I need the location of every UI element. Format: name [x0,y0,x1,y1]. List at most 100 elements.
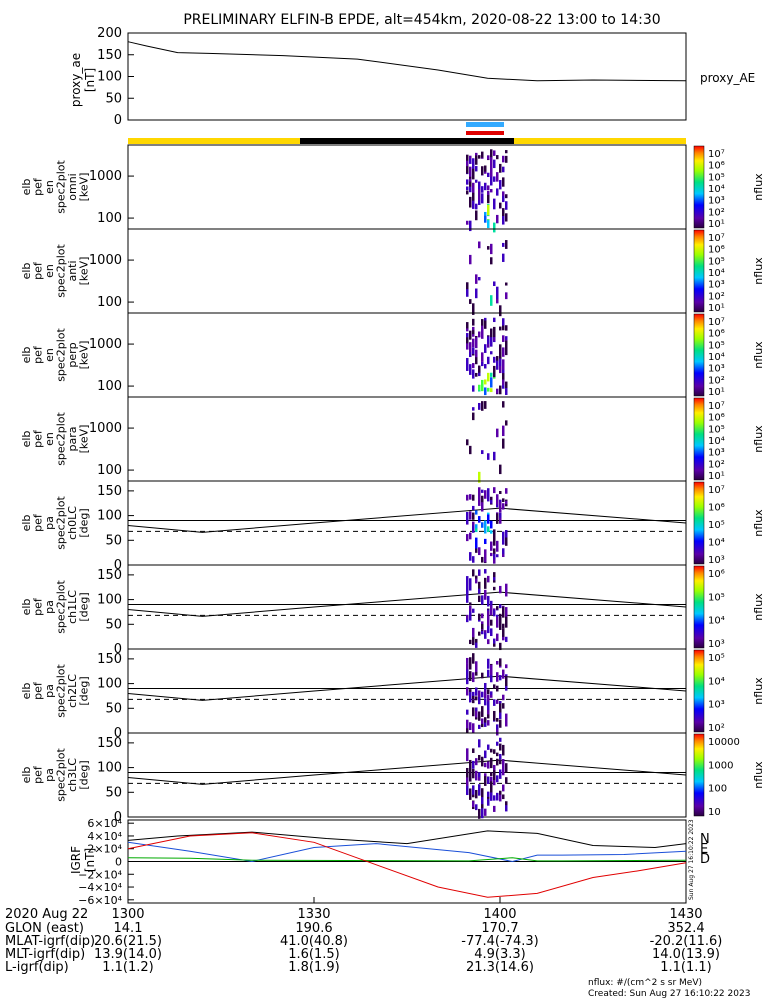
panel-ylabel-line: ch0LC [66,506,79,540]
spectrogram-cell [487,356,490,365]
spectrogram-cell [499,202,502,209]
spectrogram-cell [478,581,481,591]
colorbar-tick-label: 10¹ [708,219,725,230]
spectrogram-cell [484,215,487,223]
spectrogram-cell [481,556,484,563]
spectrogram-cell [490,691,493,695]
spectrogram-cell [499,642,502,651]
panel-frame [127,228,687,314]
panel-frame [127,144,687,230]
spectrogram-cell [481,166,484,176]
spectrogram-cell [493,281,496,287]
spectrogram-cell [469,299,472,304]
spectrogram-cell [472,182,475,193]
spectrogram-cell [478,498,481,506]
spectrogram-cell [469,494,472,500]
spectrogram-cell [472,522,475,531]
spectrogram-cell [475,510,478,515]
spectrogram-cell [472,494,475,501]
spectrogram-cell [505,381,508,388]
spectrogram-cell [487,797,490,806]
spectrogram-cell [466,776,469,788]
spectrogram-cell [499,585,502,594]
colorbar-tick-label: 10⁵ [708,520,725,531]
panel-ytick-label: 100 [97,677,122,692]
spectrogram-cell [496,758,499,766]
spectrogram-cell [493,159,496,169]
spectrogram-cell [493,699,496,706]
spectrogram-cell [505,150,508,154]
spectrogram-cell [481,197,484,202]
igrf-red-line [127,832,687,898]
spectrogram-cell [499,743,502,751]
spectrogram-cell [466,514,469,525]
spectrogram-cell [472,521,475,526]
spectrogram-cell [484,773,487,777]
spectrogram-cell [499,719,502,728]
x-tick-label: 1400 [483,907,516,922]
spectrogram-cell [487,155,490,160]
x-row-value: 21.3(14.6) [466,960,534,975]
colorbar [693,397,705,481]
spectrogram-cell [478,487,481,497]
spectrogram-cell [475,357,478,363]
spectrogram-cell [472,801,475,808]
spectrogram-cell [505,292,508,300]
x-row-label: MLAT-igrf(dip) [5,934,95,949]
spectrogram-cell [493,535,496,546]
spectrogram-cell [490,530,493,534]
spectrogram-cell [478,739,481,748]
spectrogram-cell [502,531,505,542]
spectrogram-cell [502,359,505,370]
spectrogram-cell [475,372,478,377]
spectrogram-cell [469,347,472,358]
panel-frame [127,480,687,566]
spectrogram-cell [484,401,487,409]
spectrogram-cell [469,155,472,160]
panel-ylabel-line: [keV] [78,173,91,202]
colorbar [693,565,705,649]
spectrogram-cell [505,420,508,426]
spectrogram-cell [502,503,505,510]
spectrogram-cell [490,257,493,265]
spectrogram-cell [466,657,469,664]
spectrogram-cell [469,759,472,771]
spectrogram-cell [466,723,469,734]
spectrogram-cell [472,369,475,379]
spectrogram-cell [490,295,493,306]
panel-ylabel-line: elb [20,767,33,784]
spectrogram-cell [487,689,490,695]
spectrogram-cell [481,788,484,799]
loss-cone-line [127,759,687,785]
spectrogram-cell [481,401,484,411]
spectrogram-cell [481,522,484,528]
igrf-ytick-label: −4×10⁴ [78,881,122,894]
colorbar-tick-label: 10⁵ [708,592,725,603]
science-zone-bar-red [466,131,504,135]
spectrogram-cell [472,785,475,795]
spectrogram-cell [475,349,478,355]
spectrogram-cell [475,670,478,676]
panel-ylabel-line: pa [43,768,56,782]
x-axis-annotations: 2020 Aug 22 1300 1330 1400 1430 GLON (east) 14… [5,897,722,975]
igrf-legend-e: E [700,842,708,857]
spectrogram-cell [505,664,508,669]
colorbar-tick-label: 10³ [708,700,725,711]
colorbar-tick-label: 10⁶ [708,503,725,514]
spectrogram-cell [469,158,472,164]
spectrogram-cell [493,795,496,801]
spectrogram-cell [493,684,496,689]
spectrogram-cell [472,338,475,348]
spectrogram-cell [472,672,475,683]
spectrogram-cell [475,696,478,701]
x-row-label: GLON (east) [5,921,84,936]
spectrogram-cell [469,254,472,265]
spectrogram-cell [466,322,469,329]
panel-ytick-label: 100 [97,379,122,394]
panel-ytick-label: 0 [114,810,122,825]
spectrogram-cell [496,752,499,757]
panel-ylabel-line: [deg] [78,676,91,705]
x-row-value: 1.1(1.1) [660,960,712,975]
